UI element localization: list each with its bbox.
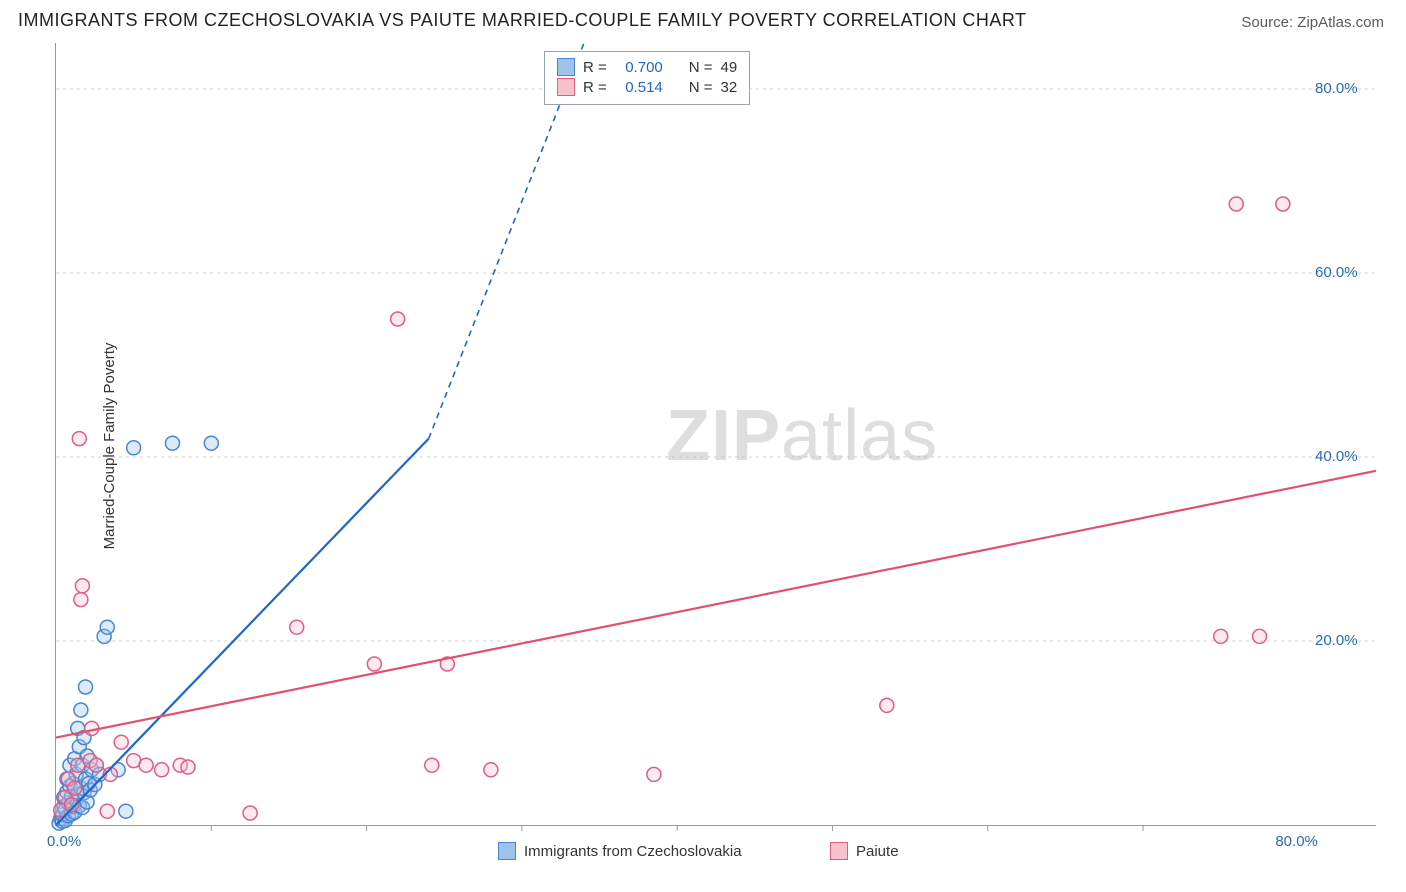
point-paiute (243, 806, 257, 820)
point-paiute (68, 781, 82, 795)
chart-svg (56, 43, 1376, 825)
point-paiute (647, 767, 661, 781)
source-attribution: Source: ZipAtlas.com (1241, 14, 1384, 31)
legend-swatch-czech (557, 58, 575, 76)
point-czech (119, 804, 133, 818)
gridlines (56, 89, 1376, 641)
regression-lines (56, 43, 1376, 825)
legend-bottom-paiute: Paiute (830, 842, 899, 860)
point-paiute (880, 698, 894, 712)
legend-r-label: R = (583, 59, 607, 76)
legend-label-czech: Immigrants from Czechoslovakia (524, 843, 742, 860)
point-paiute (1229, 197, 1243, 211)
point-paiute (75, 579, 89, 593)
point-paiute (290, 620, 304, 634)
point-paiute (367, 657, 381, 671)
legend-r-label: R = (583, 79, 607, 96)
y-tick-60: 60.0% (1315, 264, 1358, 281)
point-paiute (1214, 629, 1228, 643)
point-paiute (89, 758, 103, 772)
x-tick-80: 80.0% (1275, 833, 1318, 850)
point-paiute (1253, 629, 1267, 643)
source-name: ZipAtlas.com (1297, 14, 1384, 31)
point-czech (79, 680, 93, 694)
legend-swatch-czech-bottom (498, 842, 516, 860)
legend-top: R = 0.700 N = 49 R = 0.514 N = 32 (544, 51, 750, 105)
point-paiute (100, 804, 114, 818)
legend-row-czech: R = 0.700 N = 49 (557, 58, 737, 76)
scatter-points (52, 197, 1290, 830)
point-paiute (72, 432, 86, 446)
point-paiute (391, 312, 405, 326)
legend-r-value-czech: 0.700 (615, 59, 663, 76)
point-paiute (74, 593, 88, 607)
point-czech (100, 620, 114, 634)
point-paiute (155, 763, 169, 777)
point-czech (165, 436, 179, 450)
point-czech (74, 703, 88, 717)
legend-n-label: N = (689, 59, 713, 76)
legend-swatch-paiute-bottom (830, 842, 848, 860)
legend-n-value-paiute: 32 (721, 79, 738, 96)
chart-title: IMMIGRANTS FROM CZECHOSLOVAKIA VS PAIUTE… (18, 10, 1027, 31)
legend-r-value-paiute: 0.514 (615, 79, 663, 96)
y-tick-80: 80.0% (1315, 80, 1358, 97)
point-czech (127, 441, 141, 455)
plot-area: ZIPatlas R = 0.700 N = 49 R = 0.514 N = … (55, 43, 1376, 826)
point-paiute (181, 760, 195, 774)
point-paiute (139, 758, 153, 772)
legend-swatch-paiute (557, 78, 575, 96)
y-tick-40: 40.0% (1315, 448, 1358, 465)
regline-paiute (56, 471, 1376, 738)
point-paiute (114, 735, 128, 749)
point-paiute (425, 758, 439, 772)
point-paiute (484, 763, 498, 777)
legend-row-paiute: R = 0.514 N = 32 (557, 78, 737, 96)
legend-n-label: N = (689, 79, 713, 96)
legend-n-value-czech: 49 (721, 59, 738, 76)
point-paiute (1276, 197, 1290, 211)
source-label: Source: (1241, 14, 1297, 31)
x-tick-0: 0.0% (47, 833, 81, 850)
x-minor-ticks (211, 825, 1143, 831)
point-czech (204, 436, 218, 450)
legend-label-paiute: Paiute (856, 843, 899, 860)
legend-bottom-czech: Immigrants from Czechoslovakia (498, 842, 742, 860)
y-tick-20: 20.0% (1315, 632, 1358, 649)
